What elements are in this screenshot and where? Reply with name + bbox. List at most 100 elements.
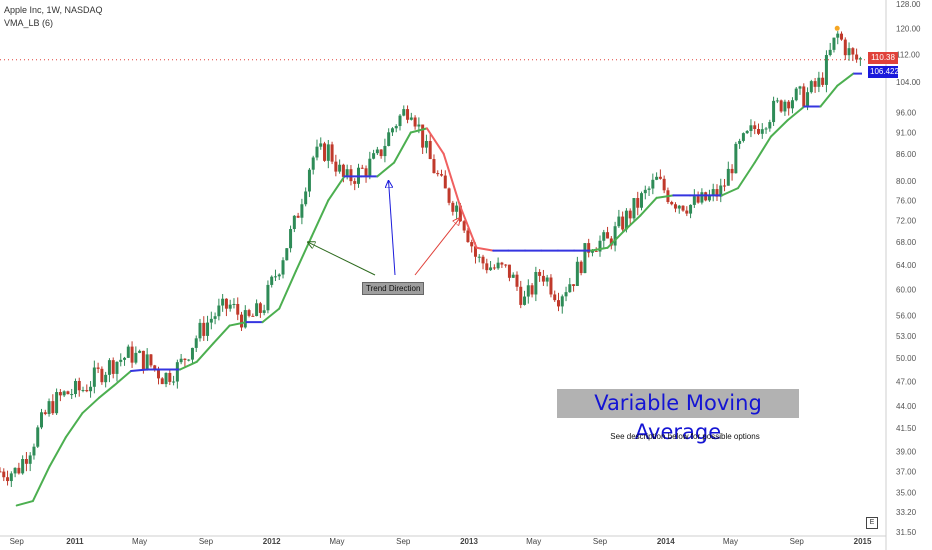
vma-segment [195,342,215,363]
candle [334,154,338,177]
candle [217,298,221,321]
vma-segment [836,72,855,87]
vma-segment [458,204,478,249]
candle-body [55,392,59,414]
candle [73,378,77,398]
candle-body [692,196,696,205]
candle-body [655,176,659,180]
vma-segment [409,127,428,134]
candle-body [647,188,651,190]
y-tick-label: 104.00 [896,78,921,87]
candle [704,191,708,202]
peak-marker [834,25,840,31]
y-tick-label: 56.00 [896,311,917,320]
candle [523,290,527,306]
candle [553,290,557,302]
candle-body [104,374,108,383]
candle-body [556,300,560,307]
candle-body [311,157,315,170]
candle [541,269,545,286]
candle-body [179,358,183,363]
candle-body [289,229,293,249]
candle-body [828,49,832,56]
candle [232,298,236,309]
vma-segment [129,368,149,373]
candle-body [772,100,776,123]
exchange-badge[interactable]: E [866,517,878,529]
candle [183,358,187,367]
candle [326,139,330,169]
candle [715,184,719,202]
candle [315,139,319,161]
candle [689,204,693,219]
vma-segment [81,396,101,415]
candle-body [492,267,496,269]
candle-body [383,145,387,157]
candle-body [628,210,632,219]
candle [692,189,696,208]
candle [311,155,315,175]
candle [277,273,281,280]
candle [655,172,659,181]
candle-body [266,284,270,311]
candle [251,313,255,317]
candle [726,161,730,186]
x-tick-label: 2011 [66,537,84,546]
candle [470,239,474,253]
candle [564,286,568,302]
candle [168,369,172,386]
candle [123,356,127,366]
candle [745,129,749,135]
candle [440,169,444,177]
candle-body [175,362,179,382]
candle-body [168,372,172,382]
candle [496,257,500,270]
candle-body [545,277,549,282]
candle-body [598,240,602,252]
vma-segment [98,384,116,399]
candle-body [394,126,398,129]
candle-body [240,314,244,328]
candle-body [304,191,308,205]
candle-body [817,77,821,87]
candle-body [100,368,104,383]
candle-body [617,216,621,227]
candle [107,358,111,383]
candle [545,274,549,287]
candle-body [153,365,157,369]
candle [319,137,323,150]
candle [402,105,406,117]
candle [511,272,515,279]
candle [455,201,459,219]
candle-body [798,86,802,89]
candle-body [66,391,70,395]
candle-body [590,250,594,253]
candle [802,83,806,108]
candle-body [481,256,485,264]
candle-body [47,401,51,415]
y-tick-label: 80.00 [896,177,917,186]
candle-body [387,132,391,146]
candle-body [413,117,417,127]
candle [836,31,840,45]
candle-body [568,284,572,293]
candle [40,408,44,430]
candle-body [560,296,564,307]
vma-segment [310,199,330,238]
candle-body [651,179,655,189]
y-tick-label: 64.00 [896,261,917,270]
indicator-line: VMA_LB (6) [4,18,54,28]
y-tick-label: 68.00 [896,238,917,247]
candle [372,149,376,160]
candle-body [32,446,36,456]
candle [775,97,779,104]
vma-segment [655,194,675,199]
candle-body [296,215,300,218]
candle-body [643,189,647,194]
candle-body [421,124,425,148]
candle [21,455,25,475]
candle-body [21,458,25,474]
candle [556,292,560,312]
candle-body [451,202,455,212]
